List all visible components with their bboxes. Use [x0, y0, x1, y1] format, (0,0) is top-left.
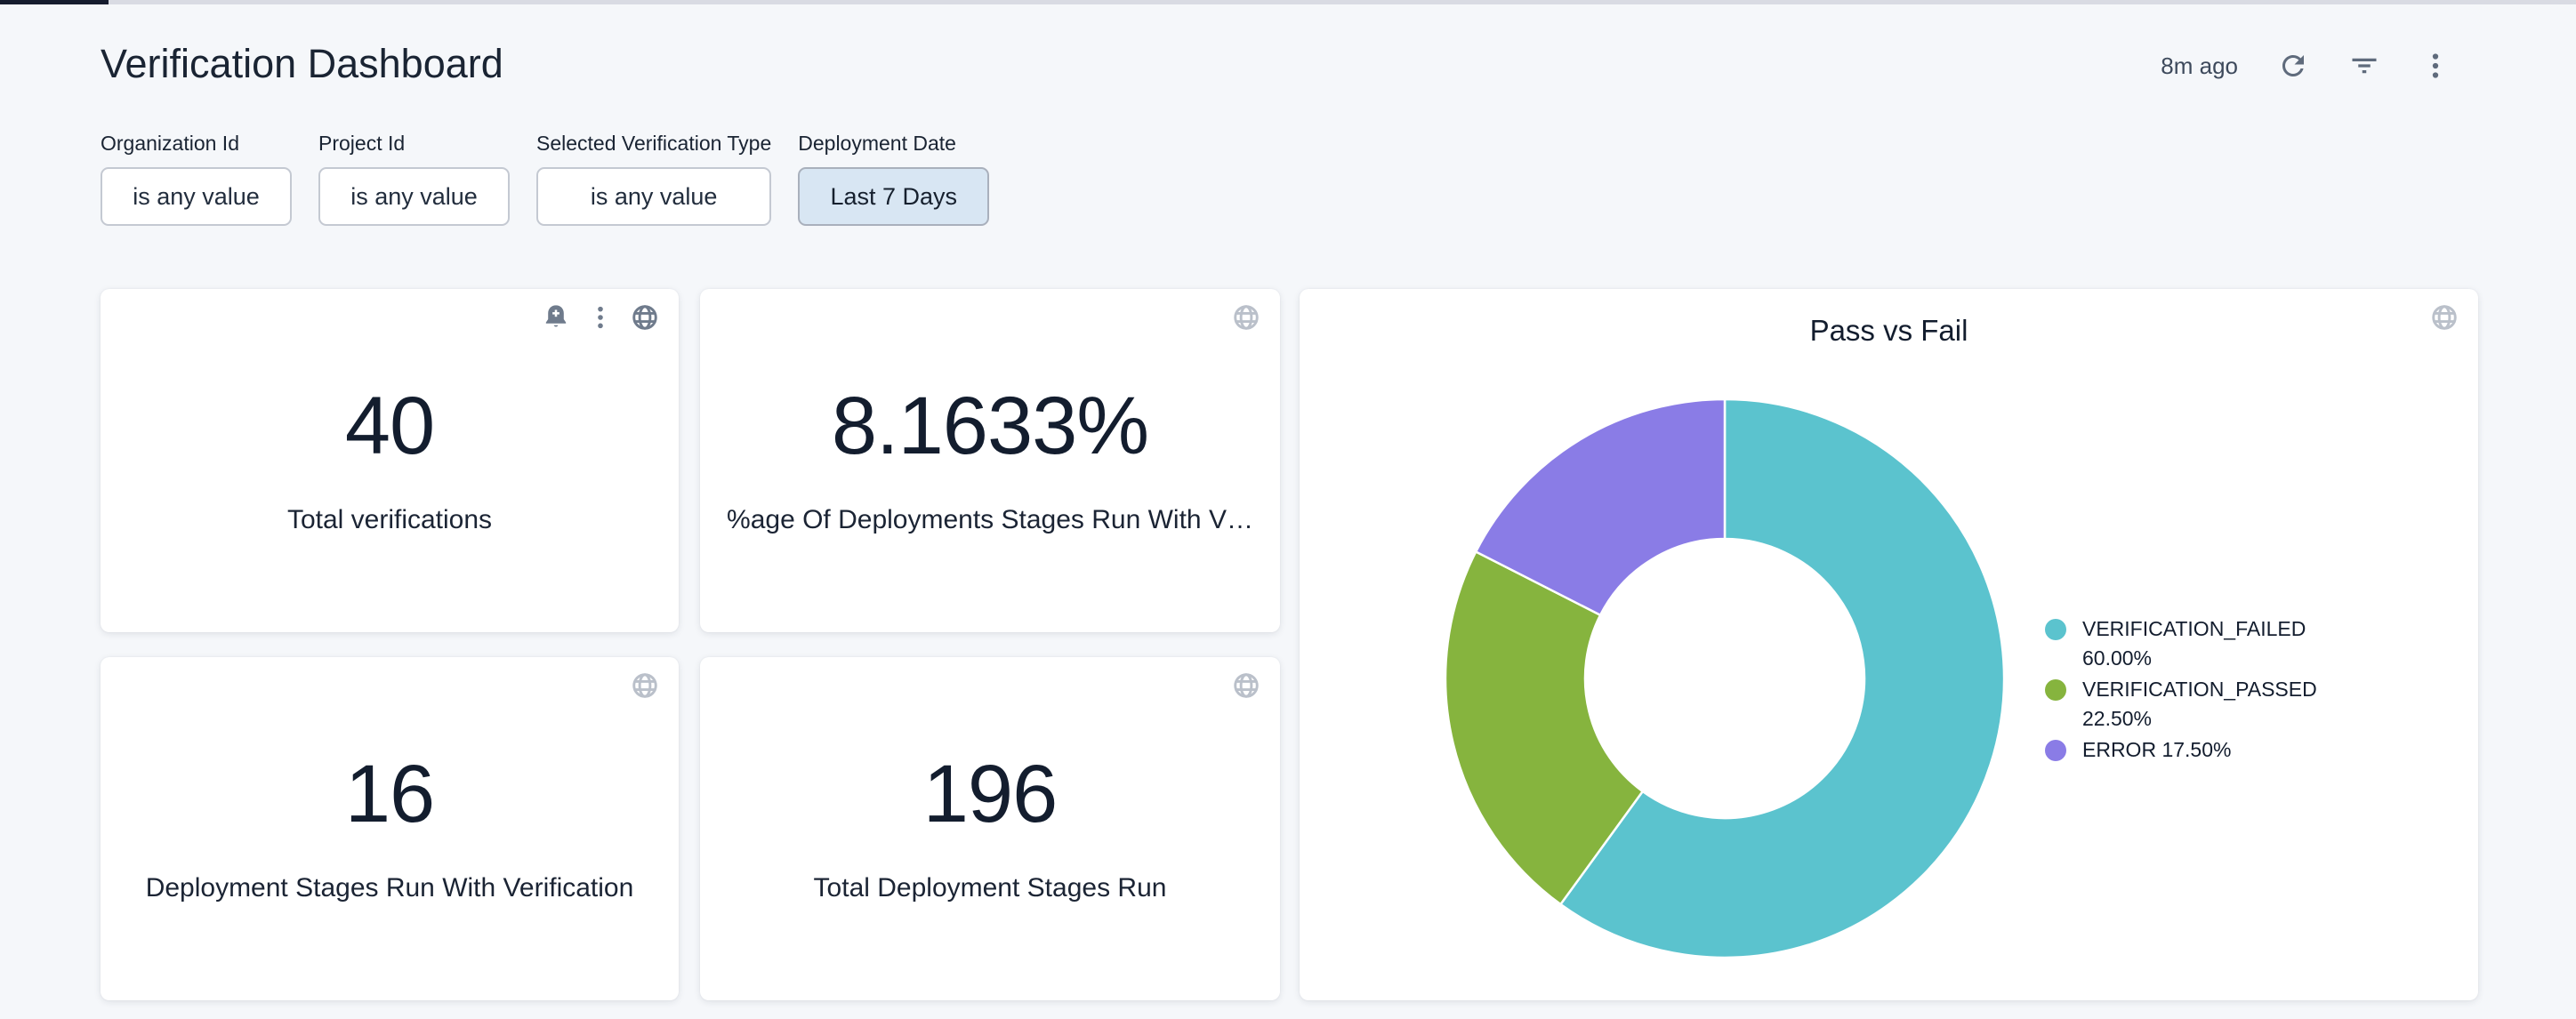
filter-project-id: Project Id is any value — [318, 132, 510, 226]
filter-bar: Organization Id is any value Project Id … — [101, 132, 990, 226]
tile-label: %age Of Deployments Stages Run With V… — [727, 505, 1253, 534]
legend-item-verification_failed[interactable]: VERIFICATION_FAILED 60.00% — [2045, 614, 2324, 673]
more-vert-icon — [598, 307, 603, 328]
tile-value: 16 — [344, 749, 435, 839]
tile-explore-globe-button[interactable] — [1232, 303, 1260, 332]
filter-chip-deployment-date[interactable]: Last 7 Days — [798, 167, 990, 226]
filter-chip-organization-id[interactable]: is any value — [101, 167, 292, 226]
globe-icon — [1236, 307, 1258, 329]
legend-dot — [2045, 679, 2066, 701]
tile-value: 8.1633% — [831, 381, 1149, 471]
legend-item-verification_passed[interactable]: VERIFICATION_PASSED 22.50% — [2045, 675, 2324, 734]
filter-label: Project Id — [318, 132, 406, 155]
refresh-icon — [2282, 55, 2304, 76]
tile-explore-globe-button[interactable] — [1232, 671, 1260, 700]
top-edge-strip-dark — [0, 0, 109, 4]
alert-bell-add-button[interactable] — [542, 303, 570, 332]
dashboard-filters-button[interactable] — [2348, 50, 2380, 82]
donut-slice-verification_passed[interactable] — [1444, 550, 1645, 906]
donut-chart — [1438, 392, 2011, 965]
tile-label: Total verifications — [286, 505, 493, 534]
top-edge-strip — [0, 0, 2576, 4]
donut-slice-verification_failed[interactable] — [1558, 397, 2006, 959]
donut-svg — [1444, 397, 2006, 959]
legend-item-error[interactable]: ERROR 17.50% — [2045, 735, 2324, 765]
tile-deployment-stages-run-with-verification: 16 Deployment Stages Run With Verificati… — [101, 657, 679, 1000]
tile-label: Total Deployment Stages Run — [813, 873, 1167, 903]
filter-list-icon — [2353, 59, 2377, 74]
filter-label: Selected Verification Type — [536, 132, 772, 155]
chart-legend: VERIFICATION_FAILED 60.00% VERIFICATION_P… — [2045, 614, 2324, 766]
tile-body: 196 Total Deployment Stages Run — [700, 657, 1280, 1000]
tile-hover-actions — [542, 303, 659, 332]
tile-explore-globe-button[interactable] — [631, 671, 659, 700]
tile-explore-globe-button[interactable] — [631, 303, 659, 332]
legend-dot — [2045, 740, 2066, 761]
chart-title: Pass vs Fail — [1809, 314, 1968, 347]
more-vert-icon — [2433, 53, 2438, 77]
donut-slice-error[interactable] — [1474, 397, 1727, 617]
tile-label: Deployment Stages Run With Verification — [145, 873, 634, 903]
globe-icon — [1236, 675, 1258, 697]
filter-selected-verification-type: Selected Verification Type is any value — [536, 132, 772, 226]
tile-total-deployment-stages-run: 196 Total Deployment Stages Run — [700, 657, 1280, 1000]
page-title: Verification Dashboard — [101, 41, 503, 86]
tile-value: 40 — [344, 381, 435, 471]
legend-dot — [2045, 619, 2066, 640]
filter-label: Organization Id — [101, 132, 239, 155]
legend-label: ERROR 17.50% — [2082, 738, 2232, 761]
legend-label: VERIFICATION_FAILED 60.00% — [2082, 617, 2306, 670]
filter-deployment-date: Deployment Date Last 7 Days — [798, 132, 990, 226]
tile-more-options-button[interactable] — [586, 303, 615, 332]
legend-label: VERIFICATION_PASSED 22.50% — [2082, 678, 2317, 730]
tile-body: 40 Total verifications — [101, 289, 679, 632]
tile-body: 8.1633% %age Of Deployments Stages Run W… — [700, 289, 1280, 632]
dashboard-more-options-button[interactable] — [2419, 50, 2451, 82]
header-actions: 8m ago — [2161, 50, 2451, 82]
chart-card-pass-vs-fail: Pass vs Fail VERIFICATION_FAILED 60.00% V… — [1300, 289, 2478, 1000]
bell-plus-icon — [546, 305, 566, 326]
filter-label: Deployment Date — [798, 132, 956, 155]
tile-percentage-deployments-with-verifications: 8.1633% %age Of Deployments Stages Run W… — [700, 289, 1280, 632]
globe-icon — [634, 675, 656, 697]
filter-chip-selected-verification-type[interactable]: is any value — [536, 167, 772, 226]
filter-organization-id: Organization Id is any value — [101, 132, 292, 226]
tile-hover-actions — [631, 671, 659, 700]
tile-hover-actions — [1232, 303, 1260, 332]
tile-total-verifications: 40 Total verifications — [101, 289, 679, 632]
tile-body: 16 Deployment Stages Run With Verificati… — [101, 657, 679, 1000]
last-refresh-timestamp: 8m ago — [2161, 52, 2238, 79]
globe-icon — [634, 307, 656, 329]
filter-chip-project-id[interactable]: is any value — [318, 167, 510, 226]
tile-value: 196 — [922, 749, 1058, 839]
refresh-button[interactable] — [2277, 50, 2309, 82]
tile-hover-actions — [1232, 671, 1260, 700]
